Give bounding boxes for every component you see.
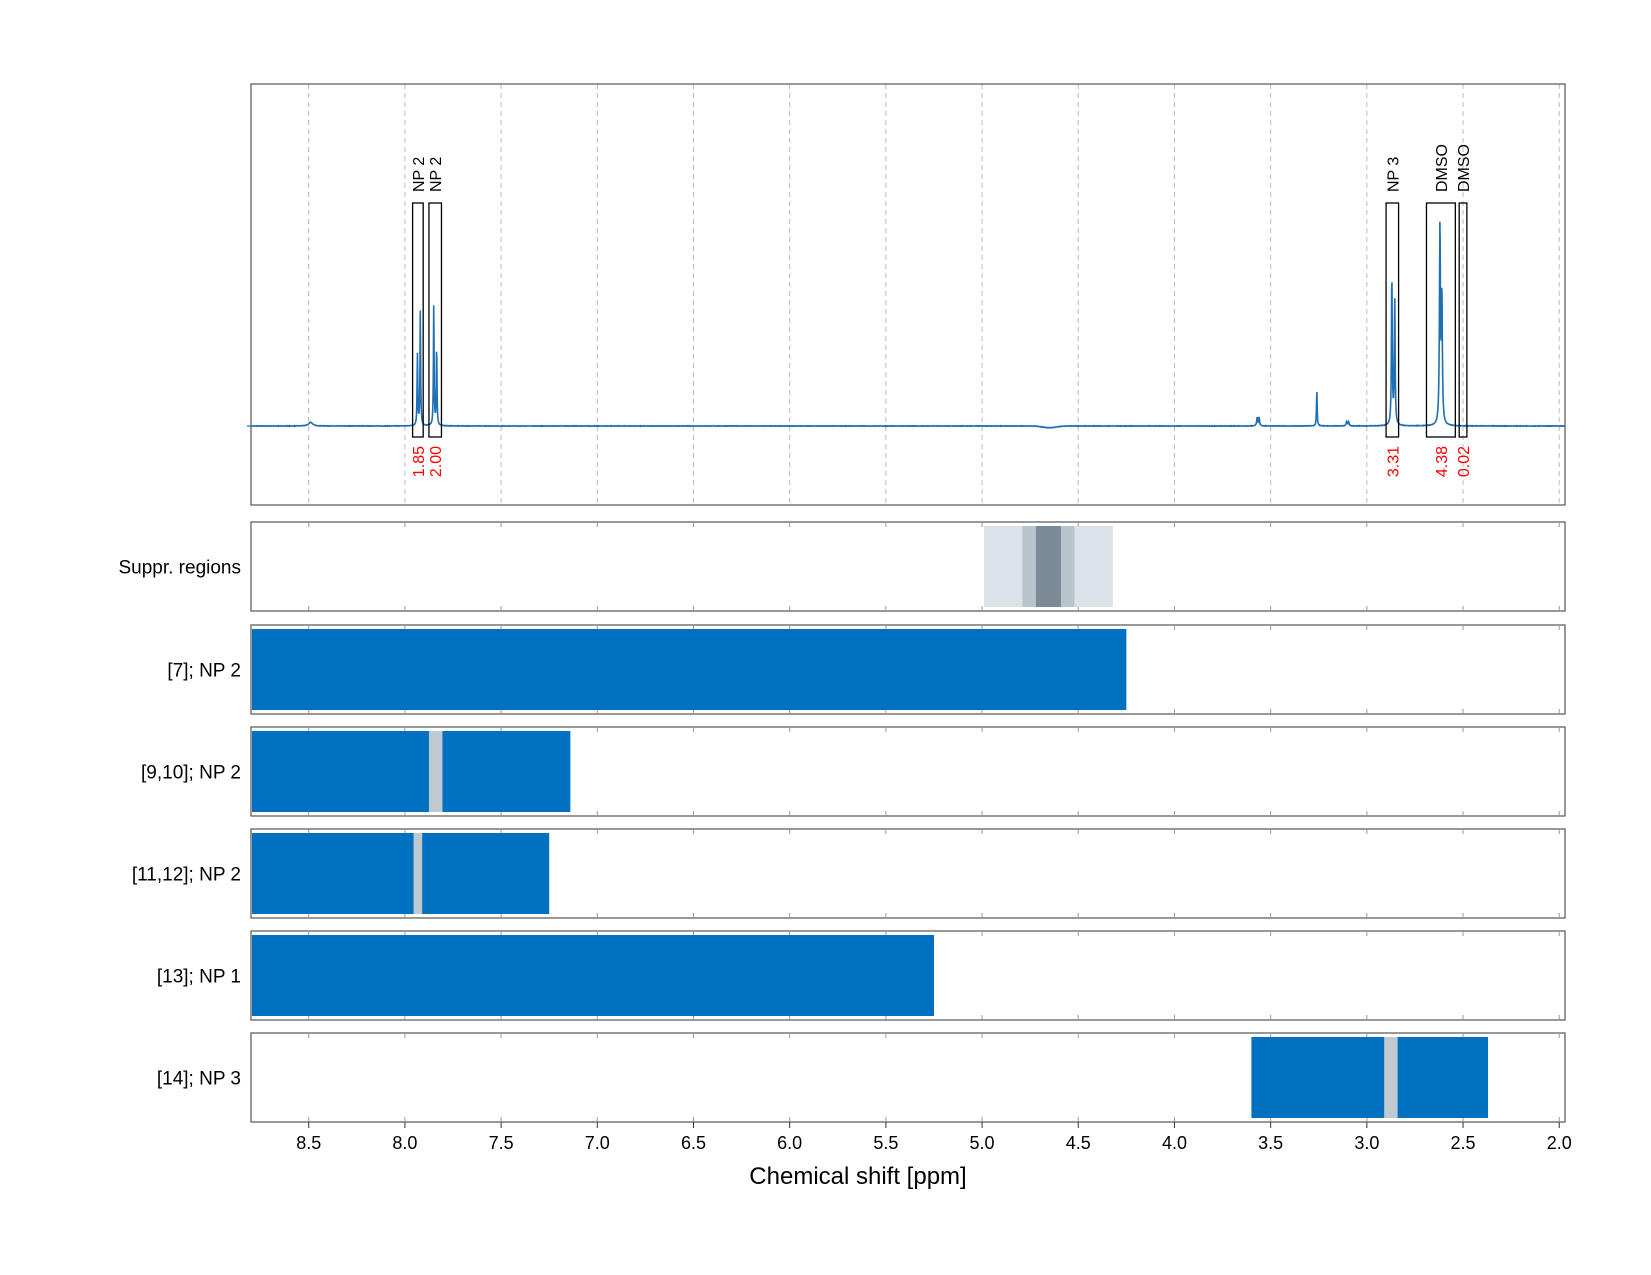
x-tick-label: 6.5 [681, 1133, 706, 1153]
track-bar [428, 731, 443, 812]
x-tick-label: 8.0 [392, 1133, 417, 1153]
x-axis: 8.5 8.0 7.5 7.0 6.5 6.0 5.5 5.0 4.5 4.0 3.5 3.0 2.5 2… [296, 1122, 1572, 1153]
annotation-integral: 1.85 [411, 446, 428, 477]
x-tick-label: 7.0 [585, 1133, 610, 1153]
track-label: [14]; NP 3 [157, 1069, 241, 1090]
track-bar [252, 629, 1127, 710]
track-bar [1035, 526, 1061, 607]
annotation-label: NP 2 [411, 157, 428, 192]
x-tick-label: 5.0 [970, 1133, 995, 1153]
bar-tracks: Suppr. regions [7]; NP 2 [9,10]; NP 2 [11,1… [118, 526, 1489, 1118]
track-bar [1251, 1037, 1489, 1118]
x-tick-label: 7.5 [489, 1133, 514, 1153]
track-bar [1384, 1037, 1398, 1118]
track-bar [252, 935, 934, 1016]
track-label: Suppr. regions [118, 558, 241, 579]
annotation-integral: 2.00 [428, 446, 445, 477]
x-tick-label: 6.0 [777, 1133, 802, 1153]
track-frame [250, 521, 1566, 612]
x-tick-label: 3.0 [1354, 1133, 1379, 1153]
spectrum-frame [250, 83, 1566, 506]
spectrum-panel [247, 221, 1566, 429]
annotation-integral: 4.38 [1434, 446, 1451, 477]
x-tick-label: 2.5 [1451, 1133, 1476, 1153]
annotation-integral: 0.02 [1456, 446, 1473, 477]
annotation-label: DMSO [1434, 144, 1451, 192]
track-label: [11,12]; NP 2 [132, 865, 241, 886]
annotation-box [1385, 202, 1400, 438]
peak-annotations: NP 2 1.85 NP 2 2.00 NP 3 3.31 DMSO 4.38 DMSO 0.02 [411, 144, 1473, 477]
track-label: [9,10]; NP 2 [141, 763, 241, 784]
annotation-integral: 3.31 [1385, 446, 1402, 477]
x-tick-label: 4.0 [1162, 1133, 1187, 1153]
spectrum-line [250, 221, 1566, 429]
annotation-box [411, 202, 424, 438]
annotation-label: NP 2 [428, 157, 445, 192]
track-bar [252, 731, 571, 812]
track-label: [13]; NP 1 [157, 967, 241, 988]
annotation-label: NP 3 [1385, 157, 1402, 192]
annotation-box [1425, 202, 1456, 438]
annotation-box [428, 202, 443, 438]
track-bar [252, 833, 550, 914]
x-axis-label: Chemical shift [ppm] [749, 1163, 966, 1190]
x-tick-label: 4.5 [1066, 1133, 1091, 1153]
x-tick-label: 2.0 [1547, 1133, 1572, 1153]
annotation-box [1458, 202, 1468, 438]
grid [308, 84, 1560, 505]
x-tick-label: 5.5 [873, 1133, 898, 1153]
track-label: [7]; NP 2 [167, 661, 241, 682]
track-bar [413, 833, 423, 914]
x-tick-label: 8.5 [296, 1133, 321, 1153]
annotation-label: DMSO [1456, 144, 1473, 192]
x-tick-label: 3.5 [1258, 1133, 1283, 1153]
